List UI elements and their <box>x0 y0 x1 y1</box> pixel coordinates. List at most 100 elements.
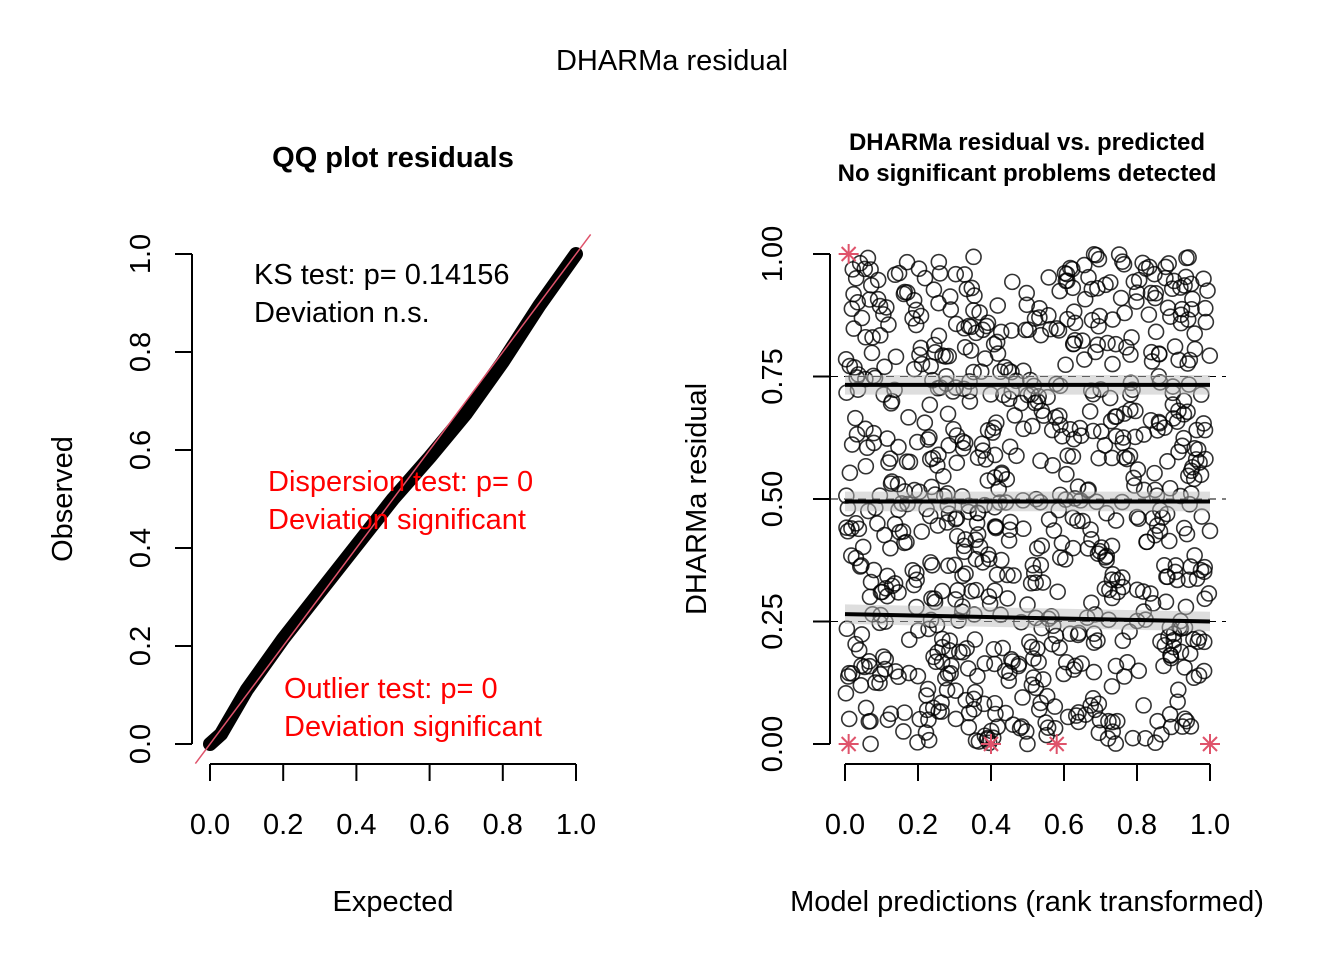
residual-point <box>947 710 965 728</box>
residual-point <box>1129 461 1147 478</box>
outlier-star <box>981 734 1001 754</box>
residual-point <box>940 347 958 365</box>
residual-point <box>1018 296 1036 314</box>
residual-point <box>1159 453 1176 470</box>
residual-point <box>1147 323 1165 341</box>
test-annotation: Deviation n.s. <box>254 297 430 329</box>
residual-point <box>940 437 958 454</box>
outlier-star-stroke <box>1048 736 1065 752</box>
residual-point <box>896 534 913 552</box>
residual-point <box>980 734 998 752</box>
residual-point <box>1201 347 1219 364</box>
residual-point <box>949 581 966 599</box>
residual-point <box>898 253 916 271</box>
residual-point <box>933 582 951 600</box>
residual-point <box>918 687 935 704</box>
residual-point <box>919 680 937 698</box>
qq-reference-line <box>194 233 592 765</box>
residual-point <box>1180 467 1197 485</box>
residual-point <box>1096 580 1114 598</box>
x-tick-label: 0.0 <box>190 809 230 841</box>
residual-point <box>980 588 998 605</box>
residual-point <box>1189 441 1207 458</box>
residual-point <box>988 333 1006 351</box>
residual-point <box>847 635 864 653</box>
residual-point <box>1156 636 1174 654</box>
residual-point <box>865 434 883 452</box>
residual-point <box>1116 668 1133 685</box>
test-annotation: Dispersion test: p= 0 <box>268 466 533 498</box>
residual-point <box>1080 268 1097 286</box>
residual-point <box>1172 314 1190 332</box>
residual-point <box>1001 438 1019 456</box>
residual-point <box>1140 258 1158 276</box>
residual-point <box>912 339 930 357</box>
residual-point <box>1032 326 1050 344</box>
residual-point <box>1107 735 1125 752</box>
residual-point <box>909 667 927 685</box>
residual-point <box>1147 284 1165 302</box>
residual-point <box>1164 396 1182 413</box>
residual-point <box>1174 718 1191 735</box>
residual-point <box>879 567 896 585</box>
residual-point <box>1027 679 1045 697</box>
residual-point <box>1023 417 1041 435</box>
residual-point <box>898 453 916 470</box>
residual-point <box>920 731 938 749</box>
residual-point <box>996 358 1014 376</box>
residual-point <box>1005 567 1022 584</box>
residual-point <box>1196 421 1214 439</box>
residual-point <box>1140 306 1158 323</box>
residual-point <box>930 703 947 720</box>
residual-point <box>1102 412 1120 430</box>
residual-point <box>1015 520 1032 538</box>
residual-point <box>1183 300 1200 318</box>
residual-point <box>1192 561 1210 579</box>
residual-point <box>1001 664 1018 682</box>
residual-point <box>848 426 866 443</box>
residual-point <box>929 517 947 534</box>
residual-point <box>896 704 913 721</box>
residual-point <box>1107 335 1125 353</box>
residual-point <box>1023 676 1041 694</box>
residual-point <box>1114 429 1132 446</box>
figure-title: DHARMa residual <box>556 45 788 77</box>
residual-point <box>1076 351 1093 368</box>
residual-point <box>857 420 874 438</box>
residual-point <box>1150 413 1168 431</box>
residual-point <box>1003 322 1020 339</box>
residual-point <box>1065 661 1082 678</box>
residual-point <box>1179 403 1196 421</box>
residual-point <box>999 590 1016 607</box>
residual-point <box>999 566 1016 584</box>
residual-point <box>900 631 918 649</box>
residual-point <box>1199 282 1216 299</box>
residual-point <box>890 584 907 601</box>
residual-point <box>993 464 1011 482</box>
residual-point <box>849 294 867 311</box>
residual-point <box>843 547 860 564</box>
residual-point <box>1024 556 1042 574</box>
residual-point <box>1143 343 1160 361</box>
residual-point <box>1028 540 1046 557</box>
residual-point <box>1122 401 1139 418</box>
residual-point <box>924 699 942 717</box>
y-tick-label: 1.00 <box>757 226 789 282</box>
residual-point <box>969 449 987 466</box>
outlier-star <box>1046 734 1067 754</box>
residual-point <box>1104 355 1121 373</box>
residual-point <box>1178 712 1196 730</box>
residual-point <box>945 420 962 438</box>
residual-point <box>1090 695 1108 713</box>
residual-point <box>1034 574 1052 591</box>
residual-point <box>1118 450 1136 468</box>
residual-point <box>872 666 889 683</box>
residual-point <box>1112 289 1130 307</box>
residual-point <box>1107 512 1125 529</box>
residual-point <box>882 450 899 468</box>
residual-point <box>925 281 943 299</box>
residual-point <box>941 632 959 650</box>
residual-point <box>1081 403 1099 420</box>
residual-point <box>1045 522 1063 539</box>
residual-point <box>1142 284 1160 302</box>
